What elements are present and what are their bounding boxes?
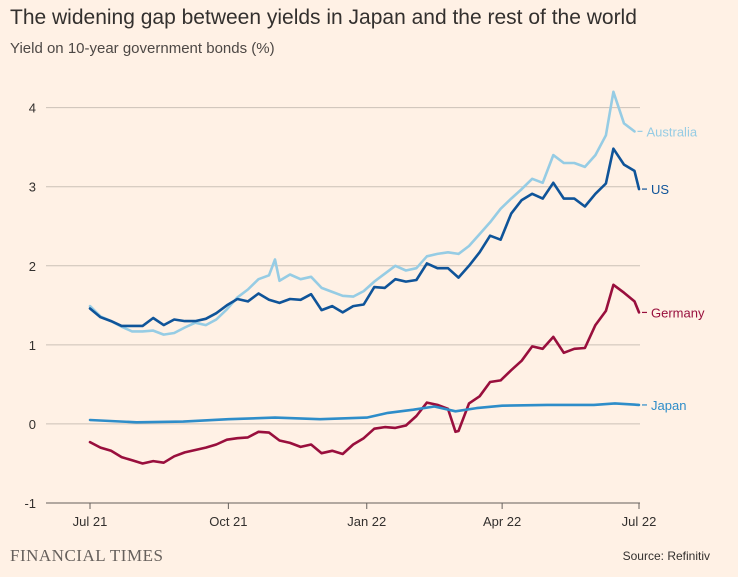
series-line-us xyxy=(88,147,641,328)
series-label-japan: Japan xyxy=(651,398,686,413)
chart-title: The widening gap between yields in Japan… xyxy=(10,6,637,29)
y-tick-label: 1 xyxy=(29,338,36,353)
y-tick-label: -1 xyxy=(24,496,36,511)
series-line-germany xyxy=(88,283,641,465)
series-label-us: US xyxy=(651,182,669,197)
series-label-australia: Australia xyxy=(646,124,697,139)
series-line-australia xyxy=(88,90,636,336)
series-label-germany: Germany xyxy=(651,305,705,320)
chart-subtitle: Yield on 10-year government bonds (%) xyxy=(10,40,275,57)
brand-logo: FINANCIAL TIMES xyxy=(10,546,164,565)
y-tick-label: 3 xyxy=(29,180,36,195)
x-tick-label: Jul 22 xyxy=(622,514,657,529)
x-tick-label: Jul 21 xyxy=(73,514,108,529)
x-tick-label: Jan 22 xyxy=(347,514,386,529)
x-tick-label: Oct 21 xyxy=(209,514,247,529)
source-note: Source: Refinitiv xyxy=(622,549,710,563)
y-tick-label: 4 xyxy=(29,101,36,116)
series-line-japan xyxy=(88,402,641,424)
x-tick-label: Apr 22 xyxy=(483,514,521,529)
y-tick-label: 0 xyxy=(29,417,36,432)
y-tick-label: 2 xyxy=(29,259,36,274)
